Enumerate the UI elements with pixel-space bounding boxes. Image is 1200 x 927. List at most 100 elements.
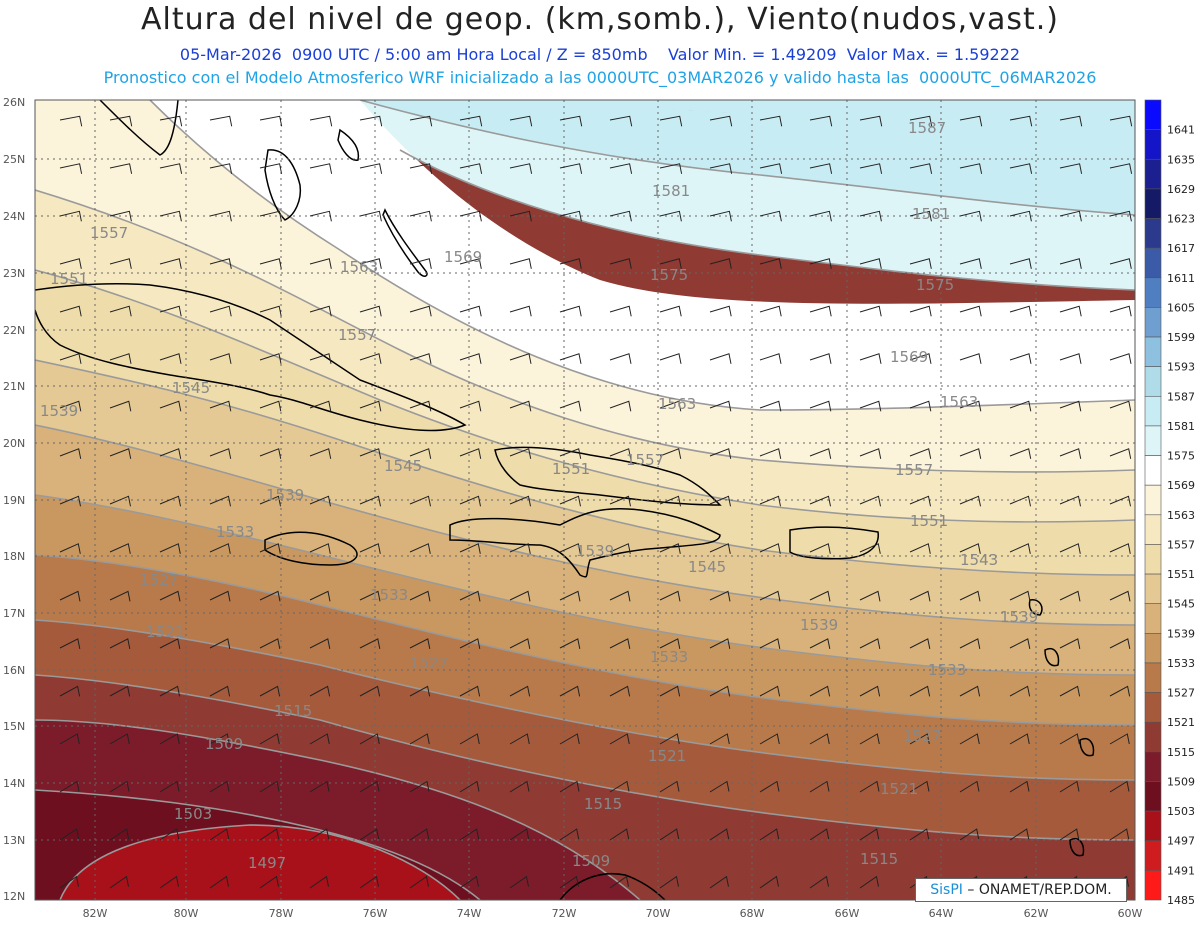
- lat-tick-label: 19N: [3, 494, 25, 507]
- coast-cuba: [35, 283, 467, 432]
- wind-barb: [159, 353, 182, 364]
- wind-barb: [959, 543, 981, 554]
- wind-barb: [259, 448, 282, 459]
- lon-tick-label: 82W: [83, 907, 108, 920]
- colorbar-label: 1629: [1167, 183, 1195, 196]
- wind-barb: [1059, 685, 1081, 697]
- wind-barb: [1109, 590, 1131, 602]
- contour-label: 1497: [248, 854, 286, 872]
- wind-barb: [959, 685, 981, 697]
- colorbar-label: 1569: [1167, 479, 1195, 492]
- colorbar-swatch: [1144, 307, 1162, 338]
- colorbar-label: 1491: [1167, 864, 1195, 877]
- wind-barb: [409, 448, 432, 459]
- wind-barb: [1059, 163, 1083, 174]
- wind-barb: [59, 305, 82, 317]
- wind-barb: [309, 495, 331, 507]
- wind-barb: [809, 638, 831, 649]
- wind-barb: [1059, 590, 1081, 602]
- colorbar-swatch: [1144, 870, 1162, 901]
- colorbar-label: 1587: [1167, 390, 1195, 403]
- contour-label: 1575: [650, 266, 688, 284]
- wind-barb: [359, 590, 381, 602]
- wind-barb: [109, 875, 129, 889]
- colorbar-label: 1515: [1167, 746, 1195, 759]
- colorbar-swatch: [1144, 188, 1162, 219]
- colorbar-swatch: [1144, 751, 1162, 782]
- wind-barb: [1009, 305, 1032, 317]
- wind-barb: [709, 590, 731, 602]
- colorbar-label: 1503: [1167, 805, 1195, 818]
- wind-barb: [509, 400, 532, 412]
- wind-barb: [259, 543, 281, 554]
- wind-barb: [259, 828, 280, 841]
- wind-barb: [359, 400, 382, 412]
- wind-barb: [909, 400, 932, 412]
- contour-label: 1563: [340, 258, 378, 276]
- wind-barb: [309, 875, 329, 889]
- wind-barb: [1059, 400, 1082, 412]
- wind-barb: [59, 210, 82, 222]
- wind-barb: [59, 828, 80, 841]
- wind-barb: [409, 543, 431, 554]
- colorbar-swatch: [1144, 247, 1162, 279]
- wind-barb: [859, 258, 882, 269]
- wind-barb: [159, 258, 182, 269]
- wind-barb: [1009, 828, 1030, 841]
- wind-barb: [609, 353, 632, 364]
- wind-barb: [109, 305, 132, 317]
- wind-barb: [1109, 828, 1130, 841]
- wind-barb: [109, 210, 132, 222]
- wind-barb: [809, 163, 833, 174]
- band-1569-white: [150, 100, 1135, 410]
- wind-barb: [159, 448, 182, 459]
- wind-barb: [809, 210, 832, 222]
- wind-barb: [909, 115, 933, 127]
- wind-barb: [959, 258, 982, 269]
- wind-barb: [59, 115, 83, 127]
- wind-barb: [559, 400, 582, 412]
- lon-tick-label: 62W: [1024, 907, 1049, 920]
- wind-barb: [609, 543, 631, 554]
- wind-barb: [1009, 495, 1031, 507]
- lat-tick-label: 21N: [3, 380, 25, 393]
- band-1563: [35, 100, 1135, 472]
- contour-label: 1539: [266, 486, 304, 504]
- contour-label: 1539: [576, 542, 614, 560]
- wind-barb: [509, 448, 532, 459]
- map-title: Altura del nivel de geop. (km,somb.), Vi…: [141, 2, 1059, 37]
- wind-barb: [309, 733, 330, 745]
- wind-barb: [709, 210, 732, 222]
- wind-barb: [809, 590, 831, 602]
- wind-barb: [109, 448, 132, 459]
- wind-barb: [559, 685, 581, 697]
- wind-barb: [909, 305, 932, 317]
- wind-barb: [259, 353, 282, 364]
- wind-barb: [1009, 448, 1032, 459]
- wind-barb: [359, 258, 382, 269]
- wind-barb: [609, 305, 632, 317]
- colorbar-swatch: [1144, 484, 1162, 516]
- contour-label: 1557: [895, 461, 933, 479]
- colorbar-swatch: [1144, 455, 1162, 486]
- contour-label: 1557: [626, 451, 664, 469]
- lat-tick-label: 26N: [3, 96, 25, 109]
- colorbar-label: 1551: [1167, 568, 1195, 581]
- wind-barb: [959, 495, 981, 507]
- colorbar-label: 1527: [1167, 687, 1195, 700]
- wind-barb: [909, 495, 931, 507]
- wind-barb: [709, 163, 733, 174]
- colorbar-label: 1617: [1167, 242, 1195, 255]
- wind-barb: [459, 305, 482, 317]
- wind-barb: [209, 305, 232, 317]
- contour-label: 1569: [444, 248, 482, 266]
- wind-barb: [209, 163, 233, 174]
- wind-barb: [1109, 685, 1131, 697]
- wind-barb: [1009, 163, 1033, 174]
- wind-barb: [659, 590, 681, 602]
- wind-barb: [359, 780, 380, 793]
- wind-barb: [809, 495, 831, 507]
- wind-barb: [809, 448, 832, 459]
- lat-tick-label: 14N: [3, 777, 25, 790]
- wind-barb: [1009, 400, 1032, 412]
